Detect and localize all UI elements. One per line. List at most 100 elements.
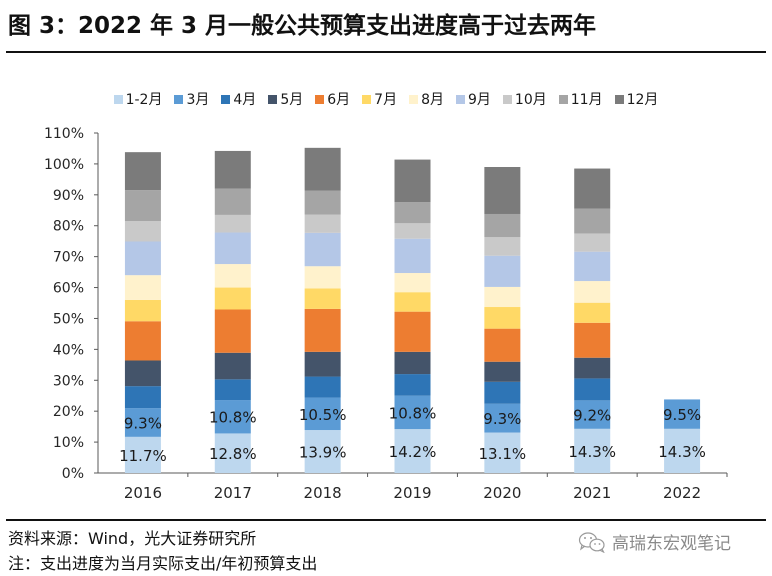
bar-segment-2020-12月 [484, 167, 521, 214]
x-tick-label: 2020 [483, 484, 521, 502]
bar-segment-2016-4月 [124, 386, 161, 409]
bar-segment-2018-4月 [304, 376, 341, 398]
bar-segment-2022-1-2月 [664, 428, 701, 473]
bar-segment-2021-5月 [574, 357, 611, 379]
footnote: 注：支出进度为当月实际支出/年初预算支出 [8, 554, 318, 573]
legend-label: 8月 [421, 92, 444, 108]
data-label: 14.3% [568, 443, 616, 461]
bar-segment-2021-4月 [574, 378, 611, 401]
data-label: 10.8% [209, 409, 257, 427]
bar-segment-2018-8月 [304, 266, 341, 289]
legend-label: 6月 [327, 92, 351, 108]
legend-item: 1-2月 [113, 89, 163, 109]
stacked-bar-chart: 0% 10% 20% 30% 40% 50% 60% 70% 80% 90% 100% 110% 11.… [44, 126, 728, 502]
source-note: 资料来源：Wind，光大证券研究所 [8, 529, 257, 548]
bar-segment-2016-5月 [124, 360, 161, 387]
legend-item: 7月 [362, 89, 397, 109]
bar-segment-2016-10月 [124, 221, 161, 242]
bar-segment-2019-4月 [394, 374, 431, 396]
data-label: 13.1% [479, 445, 527, 463]
legend-swatch [614, 94, 624, 104]
bar-segment-2020-11月 [484, 213, 521, 238]
legend-label: 4月 [233, 92, 257, 108]
x-tick-label: 2016 [124, 484, 162, 502]
bar-segment-2019-1-2月 [394, 429, 431, 473]
legend-label: 10月 [514, 92, 547, 108]
bar-segment-2016-12月 [124, 152, 161, 191]
data-label: 13.9% [299, 444, 347, 462]
bar-segment-2018-5月 [304, 351, 341, 377]
bar-segment-2019-9月 [394, 238, 431, 274]
watermark: 高瑞东宏观笔记 [578, 529, 731, 554]
bar-segment-2021-10月 [574, 233, 611, 252]
bar-segment-2016-7月 [124, 299, 161, 322]
bar-segment-2020-1-2月 [484, 432, 521, 473]
y-tick-label: 70% [53, 250, 84, 266]
bar-segment-2017-1-2月 [214, 433, 251, 473]
footer-divider [6, 519, 766, 521]
bar-segment-2018-1-2月 [304, 430, 341, 473]
title-divider [6, 51, 766, 53]
wechat-icon [578, 531, 605, 553]
legend-swatch [558, 94, 568, 104]
bar-segment-2019-12月 [394, 159, 431, 203]
legend-item: 3月 [174, 89, 209, 109]
bar-segment-2018-3月 [304, 397, 341, 431]
data-label: 11.7% [119, 447, 167, 465]
bar-segment-2020-3月 [484, 403, 521, 433]
bar-segment-2017-8月 [214, 264, 251, 288]
legend-swatch [315, 94, 325, 104]
legend-swatch [113, 94, 123, 104]
legend-label: 12月 [626, 92, 659, 108]
bar-segment-2018-10月 [304, 214, 341, 233]
legend-item: 9月 [456, 89, 491, 109]
bar-segment-2017-11月 [214, 188, 251, 215]
bar-segment-2020-4月 [484, 381, 521, 404]
bar-segment-2016-3月 [124, 408, 161, 437]
bar-segment-2021-3月 [574, 400, 611, 429]
data-label: 9.2% [573, 407, 611, 425]
bar-segment-2021-1-2月 [574, 428, 611, 473]
bar-segment-2017-7月 [214, 287, 251, 310]
legend-swatch [502, 94, 512, 104]
data-label: 9.3% [124, 414, 162, 432]
legend-item: 11月 [558, 89, 603, 109]
y-tick-label: 60% [53, 281, 84, 297]
data-label: 10.5% [299, 406, 347, 424]
bar-segment-2019-11月 [394, 202, 431, 224]
x-tick-label: 2018 [304, 484, 342, 502]
y-tick-label: 80% [53, 219, 84, 235]
bar-segment-2019-10月 [394, 223, 431, 239]
legend-label: 11月 [570, 92, 603, 108]
y-tick-label: 90% [53, 188, 84, 204]
bar-segment-2020-6月 [484, 328, 521, 362]
y-tick-label: 30% [53, 373, 84, 389]
legend-label: 5月 [280, 92, 304, 108]
legend-item: 4月 [221, 89, 256, 109]
bar-segment-2021-11月 [574, 208, 611, 234]
legend-swatch [409, 94, 419, 104]
legend-swatch [221, 94, 231, 104]
bar-segment-2019-8月 [394, 273, 431, 293]
bar-segment-2017-10月 [214, 214, 251, 233]
bar-segment-2021-6月 [574, 322, 611, 358]
bar-segment-2021-9月 [574, 251, 611, 282]
legend-label: 1-2月 [125, 92, 163, 108]
bar-segment-2021-7月 [574, 302, 611, 323]
x-tick-label: 2019 [393, 484, 431, 502]
bar-segment-2021-8月 [574, 281, 611, 303]
watermark-text: 高瑞东宏观笔记 [612, 534, 731, 554]
bar-segment-2016-9月 [124, 241, 161, 276]
y-tick-label: 40% [53, 342, 84, 358]
bar-segment-2019-5月 [394, 351, 431, 375]
y-tick-label: 110% [44, 126, 84, 142]
legend-item: 6月 [315, 89, 350, 109]
bar-segment-2021-12月 [574, 168, 611, 209]
bar-segment-2017-9月 [214, 232, 251, 265]
bar-segment-2020-10月 [484, 237, 521, 256]
data-label: 10.8% [389, 404, 437, 422]
y-tick-label: 100% [44, 157, 84, 173]
bar-segment-2016-6月 [124, 321, 161, 361]
bar-segment-2016-8月 [124, 275, 161, 300]
bar-segment-2016-1-2月 [124, 436, 161, 473]
